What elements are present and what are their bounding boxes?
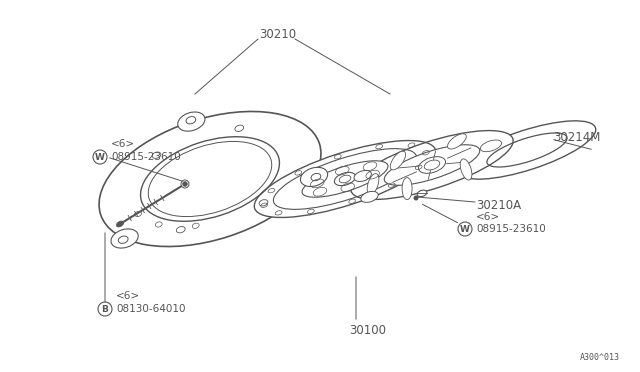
Text: <6>: <6> (111, 139, 135, 149)
Text: W: W (95, 153, 105, 161)
Text: 30210A: 30210A (476, 199, 521, 212)
Ellipse shape (487, 133, 567, 167)
Ellipse shape (300, 167, 328, 186)
Ellipse shape (390, 151, 406, 170)
Ellipse shape (156, 222, 162, 227)
Ellipse shape (384, 145, 480, 185)
Ellipse shape (192, 223, 199, 228)
Ellipse shape (118, 236, 128, 243)
Circle shape (413, 196, 419, 201)
Ellipse shape (177, 227, 185, 233)
Ellipse shape (402, 177, 412, 200)
Ellipse shape (351, 131, 513, 199)
Text: 08915-23610: 08915-23610 (476, 224, 546, 234)
Text: B: B (102, 305, 108, 314)
Ellipse shape (181, 180, 189, 188)
Ellipse shape (186, 116, 196, 124)
Ellipse shape (354, 170, 371, 182)
Ellipse shape (417, 190, 427, 197)
Ellipse shape (111, 229, 138, 248)
Circle shape (93, 150, 107, 164)
Text: <6>: <6> (116, 291, 140, 301)
Ellipse shape (447, 134, 467, 149)
Ellipse shape (460, 159, 472, 180)
Ellipse shape (367, 174, 379, 195)
Ellipse shape (116, 221, 124, 227)
Text: 30214M: 30214M (553, 131, 600, 144)
Ellipse shape (302, 161, 388, 197)
Text: 08130-64010: 08130-64010 (116, 304, 186, 314)
Text: <6>: <6> (476, 212, 500, 222)
Text: 30210: 30210 (259, 28, 296, 41)
Ellipse shape (254, 141, 436, 218)
Ellipse shape (311, 173, 321, 181)
Ellipse shape (99, 112, 321, 247)
Circle shape (98, 302, 112, 316)
Circle shape (458, 222, 472, 236)
Ellipse shape (141, 137, 280, 221)
Text: A300^013: A300^013 (580, 353, 620, 362)
Ellipse shape (419, 157, 445, 173)
Ellipse shape (235, 125, 244, 131)
Ellipse shape (481, 140, 502, 152)
Ellipse shape (458, 121, 596, 179)
Ellipse shape (259, 200, 268, 206)
Ellipse shape (178, 112, 205, 131)
Ellipse shape (134, 211, 141, 217)
Text: W: W (460, 224, 470, 234)
Ellipse shape (152, 152, 161, 158)
Text: 08915-23610: 08915-23610 (111, 152, 180, 162)
Ellipse shape (182, 182, 188, 186)
Ellipse shape (361, 191, 378, 202)
Text: 30100: 30100 (349, 324, 386, 337)
Ellipse shape (334, 172, 356, 186)
